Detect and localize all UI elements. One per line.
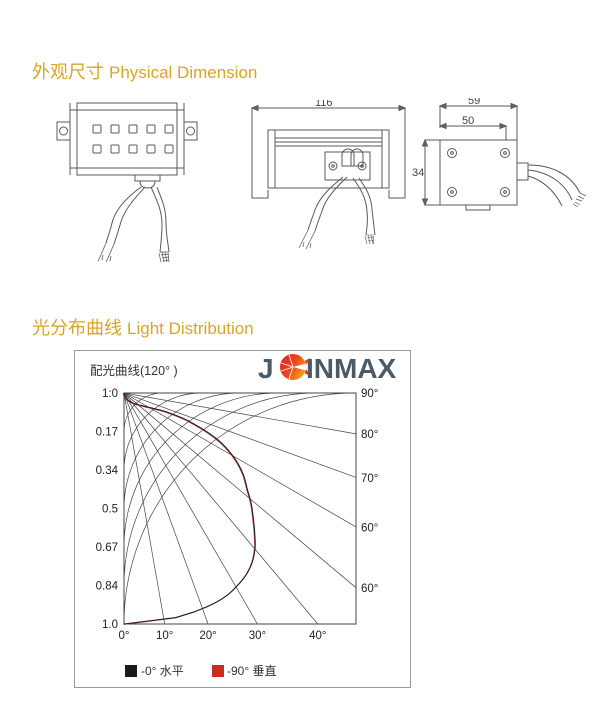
svg-text:80°: 80° — [361, 429, 378, 441]
svg-text:40°: 40° — [309, 630, 326, 642]
svg-text:J: J — [258, 353, 274, 384]
svg-text:50: 50 — [462, 115, 474, 127]
svg-text:0°: 0° — [119, 630, 130, 642]
svg-text:70°: 70° — [361, 473, 378, 485]
svg-text:59: 59 — [468, 98, 480, 107]
svg-text:1.0: 1.0 — [102, 619, 118, 631]
svg-text:0.34: 0.34 — [96, 465, 119, 477]
svg-text:1:0: 1:0 — [102, 388, 118, 400]
svg-text:0.5: 0.5 — [102, 504, 118, 516]
svg-text:60°: 60° — [361, 583, 378, 595]
svg-text:0.84: 0.84 — [96, 581, 119, 593]
svg-text:20°: 20° — [199, 630, 216, 642]
svg-text:116: 116 — [315, 100, 333, 109]
svg-text:配光曲线(120° ): 配光曲线(120° ) — [90, 364, 178, 378]
svg-text:60°: 60° — [361, 523, 378, 535]
svg-text:-90° 垂直: -90° 垂直 — [227, 664, 276, 678]
svg-text:-0° 水平: -0° 水平 — [141, 664, 184, 678]
svg-text:10°: 10° — [156, 630, 173, 642]
svg-text:90°: 90° — [361, 388, 378, 400]
svg-text:INMAX: INMAX — [306, 353, 397, 384]
svg-text:0.67: 0.67 — [96, 542, 118, 554]
svg-text:0.17: 0.17 — [96, 427, 118, 439]
svg-text:30°: 30° — [249, 630, 266, 642]
svg-text:34: 34 — [412, 167, 424, 179]
